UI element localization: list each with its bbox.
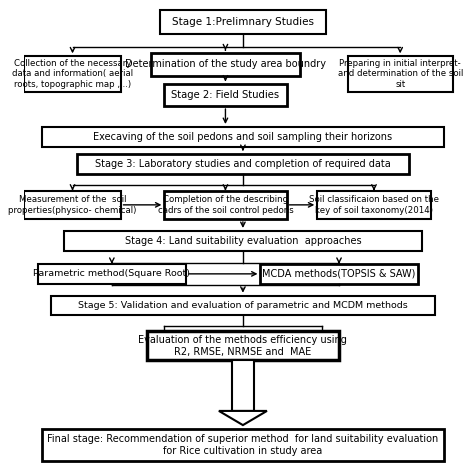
FancyBboxPatch shape [147,331,339,360]
FancyBboxPatch shape [164,84,287,106]
FancyBboxPatch shape [77,154,409,173]
FancyBboxPatch shape [260,264,418,284]
FancyBboxPatch shape [37,264,186,284]
Text: Stage 4: Land suitability evaluation  approaches: Stage 4: Land suitability evaluation app… [125,236,361,246]
FancyBboxPatch shape [64,231,422,251]
FancyBboxPatch shape [51,296,435,316]
FancyBboxPatch shape [160,9,326,34]
FancyBboxPatch shape [25,56,120,91]
FancyBboxPatch shape [348,56,453,91]
FancyBboxPatch shape [42,429,444,461]
Text: Collection of the necessary
data and information( aerial
roots, topographic map : Collection of the necessary data and inf… [12,59,133,89]
Bar [232,360,254,411]
Text: Determination of the study area boundry: Determination of the study area boundry [125,60,326,70]
Text: Final stage: Recommendation of superior method  for land suitability evaluation
: Final stage: Recommendation of superior … [47,434,438,456]
Text: MCDA methods(TOPSIS & SAW): MCDA methods(TOPSIS & SAW) [262,269,416,279]
Text: Completion of the describing
cadrs of the soil control pedons: Completion of the describing cadrs of th… [157,195,293,215]
Text: Evaluation of the methods efficiency using
R2, RMSE, NRMSE and  MAE: Evaluation of the methods efficiency usi… [138,335,347,356]
Text: Preparing in initial interpret-
and determination of the soil
sit: Preparing in initial interpret- and dete… [337,59,463,89]
FancyBboxPatch shape [164,191,287,219]
Text: Measurement of the  soil
properties(physico- chemical): Measurement of the soil properties(physi… [9,195,137,215]
Text: Stage 3: Laboratory studies and completion of required data: Stage 3: Laboratory studies and completi… [95,159,391,169]
FancyBboxPatch shape [317,191,431,219]
FancyBboxPatch shape [151,53,300,76]
Text: Parametric method(Square Root): Parametric method(Square Root) [33,269,191,278]
Text: Stage 1:Prelimnary Studies: Stage 1:Prelimnary Studies [172,17,314,27]
Text: Soil classificaion based on the
key of soil taxonomy(2014): Soil classificaion based on the key of s… [309,195,439,215]
Text: Stage 2: Field Studies: Stage 2: Field Studies [172,90,280,100]
Polygon shape [219,411,267,425]
FancyBboxPatch shape [25,191,120,219]
Text: Execaving of the soil pedons and soil sampling their horizons: Execaving of the soil pedons and soil sa… [93,132,392,142]
Text: Stage 5: Validation and evaluation of parametric and MCDM methods: Stage 5: Validation and evaluation of pa… [78,301,408,310]
FancyBboxPatch shape [42,127,444,147]
